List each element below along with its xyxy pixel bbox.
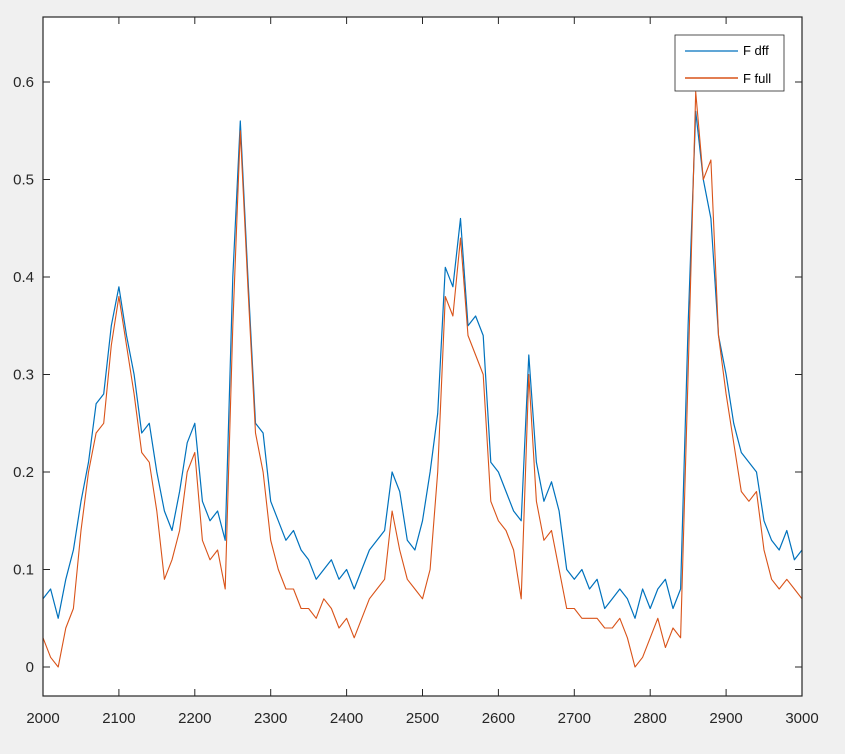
y-tick-label: 0.4: [13, 269, 34, 286]
y-tick-label: 0.5: [13, 172, 34, 189]
x-tick-label: 2800: [634, 710, 667, 727]
x-tick-label: 2600: [482, 710, 515, 727]
x-tick-label: 2900: [709, 710, 742, 727]
series-line-f-dff: [42, 110, 803, 619]
x-tick-label: 2000: [26, 710, 59, 727]
x-tick-label: 3000: [785, 710, 818, 727]
legend[interactable]: F dff F full: [674, 34, 785, 92]
x-tick-label: 2700: [558, 710, 591, 727]
x-tick-label: 2400: [330, 710, 363, 727]
plot-area: [43, 17, 802, 696]
x-tick-label: 2100: [102, 710, 135, 727]
x-tick-label: 2200: [178, 710, 211, 727]
y-tick-label: 0: [26, 659, 34, 676]
y-tick-label: 0.1: [13, 562, 34, 579]
series-line-f-full: [42, 91, 803, 668]
y-tick-label: 0.2: [13, 464, 34, 481]
y-tick-label: 0.6: [13, 74, 34, 91]
legend-box: [674, 34, 785, 92]
x-axis-tick-labels: 2000 2100 2200 2300 2400 2500 2600 2700 2800 2900…: [26, 710, 818, 727]
legend-label-f-dff: F dff: [743, 43, 769, 58]
plot-frame: [42, 16, 803, 697]
x-tick-label: 2300: [254, 710, 287, 727]
y-axis-tick-labels: 0 0.1 0.2 0.3 0.4 0.5 0.6: [13, 74, 34, 676]
legend-label-f-full: F full: [743, 71, 771, 86]
y-tick-label: 0.3: [13, 367, 34, 384]
series-layer: [42, 91, 803, 668]
x-tick-label: 2500: [406, 710, 439, 727]
